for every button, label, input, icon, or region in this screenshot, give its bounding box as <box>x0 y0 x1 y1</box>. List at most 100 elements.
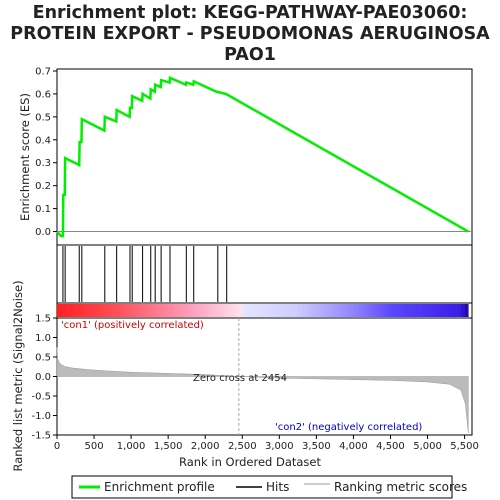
ranked-metric-panel: -1.5 -1.0 -0.5 0.0 0.5 1.0 1.5 0 500 1,000 1,500 2… <box>11 280 479 471</box>
heat-cell <box>334 304 339 317</box>
legend: Enrichment profile Hits Ranking metric s… <box>71 475 467 499</box>
heat-cell <box>134 304 139 317</box>
heat-cell <box>320 304 325 317</box>
heat-cell <box>79 304 84 317</box>
heat-cell <box>442 304 447 317</box>
enrichment-score-panel: 0.0 0.1 0.2 0.3 0.4 0.5 0.6 0.7 Enrichment scor… <box>18 67 473 246</box>
rank-y-tick-label: -0.5 <box>31 392 51 403</box>
heat-cell <box>220 304 225 317</box>
heat-cell <box>257 304 262 317</box>
heat-cell <box>394 304 399 317</box>
heat-cell <box>323 304 328 317</box>
rank-y-tick-label: -1.5 <box>31 431 51 442</box>
heat-cell <box>94 304 99 317</box>
heat-cell <box>457 304 462 317</box>
heat-cell <box>245 304 250 317</box>
x-tick-label: 3,500 <box>302 441 331 452</box>
heat-cell <box>286 304 291 317</box>
heat-cell <box>153 304 158 317</box>
heat-cell <box>409 304 414 317</box>
heat-cell <box>112 304 117 317</box>
heat-cell <box>249 304 254 317</box>
heat-cell <box>182 304 187 317</box>
heat-cell <box>71 304 76 317</box>
positively-correlated-label: 'con1' (positively correlated) <box>61 320 204 331</box>
legend-label-enrichment-profile: Enrichment profile <box>104 480 215 494</box>
heat-cell <box>175 304 180 317</box>
rank-x-axis-label: Rank in Ordered Dataset <box>179 455 322 469</box>
x-tick-label: 2,000 <box>191 441 220 452</box>
heat-cell <box>223 304 228 317</box>
heat-cell <box>405 304 410 317</box>
heat-cell <box>242 304 247 317</box>
heat-cell <box>342 304 347 317</box>
heat-cell <box>201 304 206 317</box>
heat-cell <box>438 304 443 317</box>
heat-cell <box>123 304 128 317</box>
heat-cell <box>271 304 276 317</box>
heat-cell <box>275 304 280 317</box>
heat-cell <box>105 304 110 317</box>
heat-cell <box>64 304 69 317</box>
heat-cell <box>349 304 354 317</box>
es-y-tick-label: 0.3 <box>35 158 51 169</box>
heat-cell <box>297 304 302 317</box>
heat-cell <box>86 304 91 317</box>
hit-lines <box>62 246 228 302</box>
x-tick-label: 1,500 <box>154 441 183 452</box>
heat-cell <box>360 304 365 317</box>
heat-cell <box>68 304 73 317</box>
x-tick-label: 4,000 <box>339 441 368 452</box>
heat-cell <box>205 304 210 317</box>
heat-cell <box>264 304 269 317</box>
heat-cell <box>379 304 384 317</box>
heat-cell <box>142 304 147 317</box>
rank-y-tick-label: 1.5 <box>35 314 51 325</box>
heat-cell <box>290 304 295 317</box>
heat-cell <box>434 304 439 317</box>
rank-y-tick-label: -1.0 <box>31 411 51 422</box>
x-tick-label: 500 <box>85 441 104 452</box>
heat-cells <box>57 304 469 317</box>
heat-cell <box>212 304 217 317</box>
es-y-axis: 0.0 0.1 0.2 0.3 0.4 0.5 0.6 0.7 <box>35 67 57 238</box>
zero-cross-label: Zero cross at 2454 <box>193 373 287 384</box>
chart-title-line-3: PAO1 <box>224 45 276 65</box>
heat-cell <box>375 304 380 317</box>
es-y-tick-label: 0.7 <box>35 67 51 78</box>
x-tick-label: 5,000 <box>413 441 442 452</box>
heat-cell <box>227 304 232 317</box>
es-y-tick-label: 0.0 <box>35 227 51 238</box>
heat-cell <box>160 304 165 317</box>
heat-cell <box>346 304 351 317</box>
es-y-tick-label: 0.2 <box>35 181 51 192</box>
heat-cell <box>171 304 176 317</box>
heat-cell <box>164 304 169 317</box>
heat-cell <box>238 304 243 317</box>
hits-panel <box>56 244 473 304</box>
heat-cell <box>208 304 213 317</box>
heat-cell <box>453 304 458 317</box>
heat-cell <box>149 304 154 317</box>
heat-cell <box>331 304 336 317</box>
heat-cell <box>216 304 221 317</box>
heat-cell <box>316 304 321 317</box>
rank-y-axis: -1.5 -1.0 -0.5 0.0 0.5 1.0 1.5 <box>31 314 57 442</box>
heat-cell <box>449 304 454 317</box>
heat-cell <box>312 304 317 317</box>
heat-cell <box>260 304 265 317</box>
heat-cell <box>119 304 124 317</box>
heat-cell <box>368 304 373 317</box>
heat-cell <box>127 304 132 317</box>
chart-title-line-2: PROTEIN EXPORT - PSEUDOMONAS AERUGINOSA <box>10 24 490 44</box>
heat-cell <box>231 304 236 317</box>
heat-cell <box>305 304 310 317</box>
heat-cell <box>397 304 402 317</box>
heat-cell <box>364 304 369 317</box>
heat-cell <box>253 304 258 317</box>
heat-cell <box>82 304 87 317</box>
es-y-tick-label: 0.1 <box>35 204 51 215</box>
heat-cell <box>301 304 306 317</box>
heat-cell <box>446 304 451 317</box>
